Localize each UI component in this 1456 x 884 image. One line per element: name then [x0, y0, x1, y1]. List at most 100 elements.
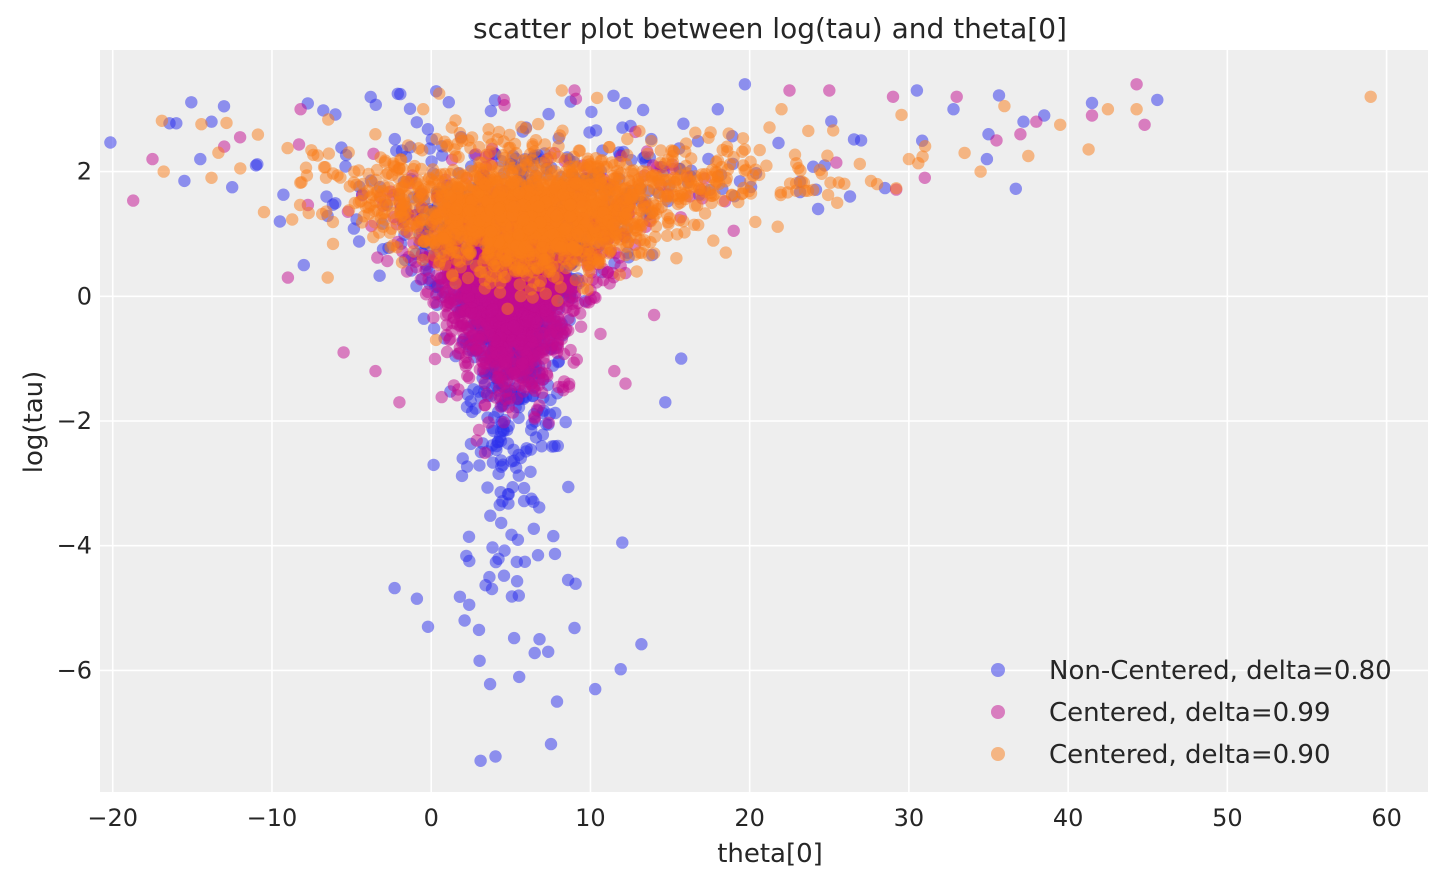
data-point [234, 162, 247, 175]
data-point [1130, 78, 1143, 91]
data-point [542, 107, 555, 121]
y-tick-label: 0 [77, 282, 92, 310]
data-point [684, 175, 698, 188]
data-point [614, 663, 627, 676]
data-point [602, 247, 615, 260]
data-point [1101, 103, 1115, 116]
data-point [251, 128, 265, 141]
data-point [638, 234, 651, 247]
data-point [547, 311, 561, 325]
data-point [483, 570, 496, 584]
data-point [319, 161, 332, 174]
data-point [505, 528, 518, 541]
data-point [584, 199, 598, 212]
data-point [566, 240, 579, 254]
data-point [321, 271, 334, 284]
data-point [607, 218, 620, 231]
data-point [434, 205, 447, 218]
data-point [427, 296, 440, 309]
data-point [675, 352, 688, 365]
data-point [453, 347, 466, 360]
data-point [459, 281, 472, 294]
data-point [589, 152, 603, 165]
data-point [412, 142, 425, 155]
data-point [368, 216, 381, 229]
data-point [273, 215, 287, 228]
data-point [383, 199, 396, 212]
data-point [127, 194, 140, 207]
data-point [590, 91, 604, 105]
data-point [550, 695, 564, 708]
data-point [738, 143, 751, 156]
data-point [371, 251, 384, 264]
data-point [473, 654, 486, 667]
data-point [369, 128, 382, 141]
data-point [529, 384, 542, 397]
data-point [732, 195, 745, 209]
data-point [738, 78, 752, 91]
data-point [553, 129, 567, 142]
legend-label: Centered, delta=0.90 [1049, 740, 1331, 770]
data-point [352, 196, 366, 209]
data-point [364, 199, 377, 212]
data-point [1017, 115, 1030, 128]
data-point [369, 364, 382, 378]
data-point [400, 265, 414, 278]
data-point [294, 103, 307, 116]
data-point [531, 262, 544, 275]
data-point [489, 391, 502, 404]
data-point [569, 177, 582, 190]
data-point [544, 737, 558, 751]
data-point [155, 114, 169, 128]
data-point [417, 183, 430, 196]
data-point [543, 328, 556, 341]
data-point [571, 296, 585, 310]
data-point [551, 294, 564, 307]
data-point [467, 383, 480, 396]
data-point [661, 229, 674, 242]
data-point [178, 174, 191, 188]
data-point [568, 84, 581, 97]
data-point [647, 308, 661, 322]
data-point [322, 147, 335, 160]
data-point [185, 96, 198, 109]
data-point [458, 614, 471, 627]
data-point [493, 286, 507, 299]
data-point [801, 184, 815, 197]
data-point [442, 96, 455, 109]
data-point [484, 509, 497, 522]
data-point [992, 89, 1006, 102]
data-point [517, 343, 530, 356]
data-point [517, 494, 531, 508]
data-point [736, 132, 750, 145]
data-point [417, 312, 431, 325]
data-point [634, 182, 647, 196]
data-point [524, 443, 537, 456]
data-point [533, 633, 546, 646]
x-tick-label: −10 [247, 804, 298, 832]
data-point [410, 116, 423, 129]
data-point [616, 536, 629, 549]
data-point [654, 144, 667, 157]
data-point [802, 124, 815, 138]
data-point [472, 234, 485, 247]
data-point [478, 398, 492, 412]
data-point [727, 224, 740, 237]
data-point [455, 336, 468, 349]
data-point [645, 170, 658, 184]
data-point [311, 149, 324, 162]
data-point [518, 240, 531, 254]
data-point [510, 392, 524, 405]
data-point [1014, 128, 1027, 141]
data-point [958, 146, 971, 160]
data-point [514, 289, 527, 303]
data-point [452, 383, 465, 396]
data-point [980, 152, 994, 166]
data-point [510, 575, 524, 588]
legend-marker [991, 663, 1005, 677]
data-point [698, 207, 712, 220]
data-point [507, 319, 520, 333]
data-point [534, 216, 547, 229]
data-point [621, 148, 634, 162]
data-point [621, 132, 634, 146]
